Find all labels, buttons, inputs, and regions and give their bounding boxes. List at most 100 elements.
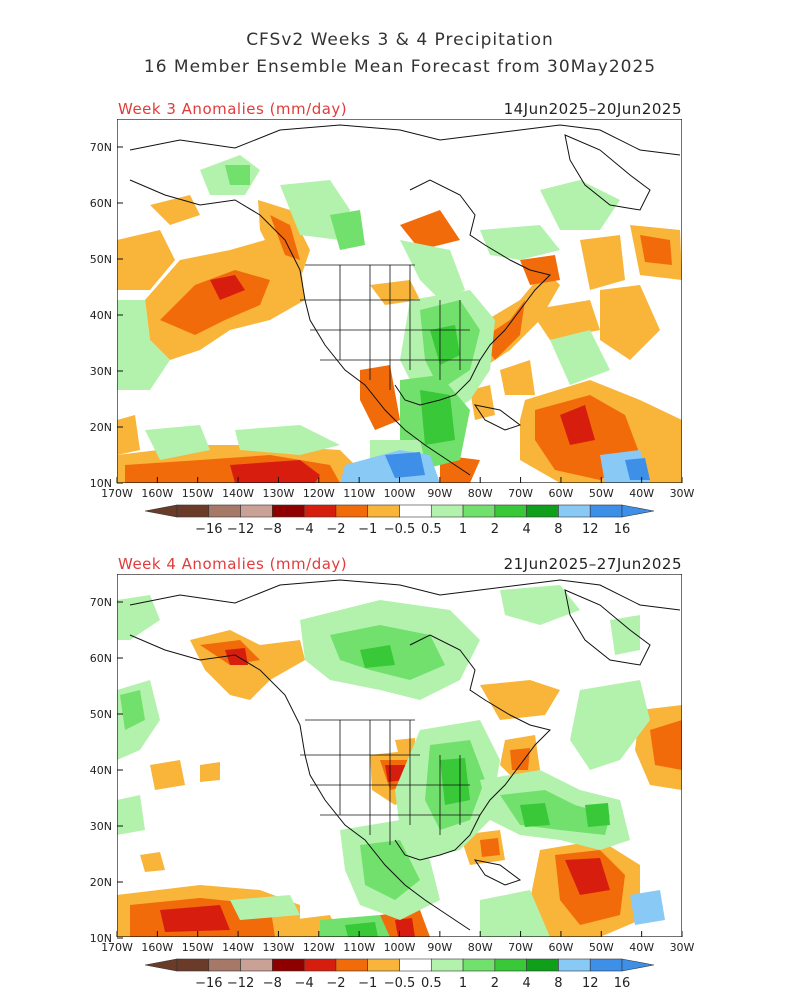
- colorbar-layer: −16 −12 −8 −4 −2 −1 −0.5 0.5 1 2 4 8 12 16−16 −12 −8 −4−…: [144, 504, 655, 991]
- week3-lon-label: 30W: [670, 487, 695, 500]
- week3-colorbar-label: 0.5: [421, 522, 442, 537]
- week4-colorbar-swatch: [240, 958, 273, 972]
- week3-lon-label: 130W: [262, 487, 294, 500]
- week3-colorbar-swatch: [430, 504, 464, 518]
- week3-colorbar-swatch: [558, 504, 591, 518]
- week3-lon-label: 90W: [427, 487, 452, 500]
- week4-colorbar-label: 8: [554, 976, 562, 991]
- week4-colorbar-swatch: [430, 958, 464, 972]
- week3-colorbar-swatch: [367, 504, 400, 518]
- week4-lon-label: 50W: [589, 941, 614, 954]
- week4-colorbar-label: −12: [227, 976, 254, 991]
- week4-colorbar-label: −4: [295, 976, 314, 991]
- week3-colorbar-swatch: [272, 504, 305, 518]
- week3-colorbar-right-arrow: [621, 504, 655, 518]
- week3-colorbar-swatch: [494, 504, 527, 518]
- week4-colorbar-swatch: [462, 958, 496, 972]
- week4-colorbar-swatch: [335, 958, 369, 972]
- week3-very-wet: [340, 450, 650, 483]
- week3-colorbar-swatch: [526, 504, 559, 518]
- week3-colorbar-label: 8: [554, 522, 562, 537]
- week4-lon-label: 90W: [427, 941, 452, 954]
- week4-colorbar-label: 1: [459, 976, 467, 991]
- week4-lon-label: 70W: [508, 941, 533, 954]
- week3-wet-anomalies: [117, 155, 620, 483]
- week3-lon-label: 140W: [222, 487, 254, 500]
- week3-dry-anomalies: [117, 195, 682, 483]
- week4-lon-label: 110W: [343, 941, 375, 954]
- week4-colorbar-label: −16: [195, 976, 222, 991]
- week4-very-wet: [630, 890, 665, 925]
- week4-lat-label: 30N: [90, 820, 112, 833]
- week3-lon-label: 60W: [548, 487, 573, 500]
- week4-lat-label: 40N: [90, 764, 112, 777]
- week3-colorbar-label: −0.5: [384, 522, 416, 537]
- week3-colorbar-label: −8: [263, 522, 282, 537]
- week4-lon-label: 120W: [303, 941, 335, 954]
- week3-map: [117, 119, 682, 483]
- week3-colorbar-label: 2: [491, 522, 499, 537]
- week3-lon-label: 120W: [303, 487, 335, 500]
- week3-lat-label: 40N: [90, 309, 112, 322]
- week4-colorbar-label: 16: [614, 976, 631, 991]
- week3-colorbar-swatch: [176, 504, 210, 518]
- week4-lat-label: 20N: [90, 876, 112, 889]
- week3-colorbar-label: 16: [614, 522, 631, 537]
- week3-colorbar-label: −2: [326, 522, 345, 537]
- week4-lat-label: 10N: [90, 932, 112, 945]
- week3-lon-label: 170W: [101, 487, 133, 500]
- week4-colorbar-label: −8: [263, 976, 282, 991]
- week4-colorbar-swatch: [208, 958, 241, 972]
- week3-lat-label: 70N: [90, 141, 112, 154]
- week4-colorbar-swatch: [303, 958, 337, 972]
- week3-colorbar-label: 12: [582, 522, 599, 537]
- week4-date-range: 21Jun2025–27Jun2025: [503, 555, 682, 573]
- week4-lon-label: 130W: [262, 941, 294, 954]
- week4-lat-label: 70N: [90, 596, 112, 609]
- week3-colorbar-swatch: [335, 504, 369, 518]
- week4-lon-label: 30W: [670, 941, 695, 954]
- week4-colorbar-label: 0.5: [421, 976, 442, 991]
- week4-lon-label: 160W: [141, 941, 173, 954]
- week3-colorbar-swatch: [303, 504, 337, 518]
- week4-lon-label: 100W: [384, 941, 416, 954]
- week3-lon-label: 100W: [384, 487, 416, 500]
- week4-state-lines: [300, 719, 480, 845]
- week3-lat-label: 30N: [90, 365, 112, 378]
- week3-colorbar-label: −16: [195, 522, 222, 537]
- week4-colorbar-swatch: [494, 958, 527, 972]
- week4-lon-label: 60W: [548, 941, 573, 954]
- week3-colorbar: −16 −12 −8 −4 −2 −1 −0.5 0.5 1 2 4 8 12 16: [144, 504, 655, 537]
- week3-lon-label: 70W: [508, 487, 533, 500]
- week3-date-range: 14Jun2025–20Jun2025: [503, 100, 682, 118]
- week4-lat-label: 50N: [90, 708, 112, 721]
- week4-lat-label: 60N: [90, 652, 112, 665]
- week3-lon-label: 50W: [589, 487, 614, 500]
- chart-title: CFSv2 Weeks 3 & 4 Precipitation: [246, 30, 554, 50]
- chart-subtitle: 16 Member Ensemble Mean Forecast from 30…: [143, 57, 657, 77]
- week3-state-lines: [300, 264, 480, 390]
- week3-lat-label: 20N: [90, 421, 112, 434]
- week3-lon-label: 110W: [343, 487, 375, 500]
- week4-colorbar-right-arrow: [621, 958, 655, 972]
- week4-lon-label: 150W: [182, 941, 214, 954]
- week4-colorbar-swatch: [589, 958, 623, 972]
- week4-colorbar-swatch: [272, 958, 305, 972]
- week3-colorbar-label: −4: [295, 522, 314, 537]
- week3-lon-label: 150W: [182, 487, 214, 500]
- week3-colorbar-label: 1: [459, 522, 467, 537]
- week3-colorbar-label: −1: [358, 522, 377, 537]
- week3-colorbar-swatch: [208, 504, 241, 518]
- week4-colorbar-label: 12: [582, 976, 599, 991]
- week3-colorbar-left-arrow: [144, 504, 178, 518]
- week4-colorbar-label: −2: [326, 976, 345, 991]
- week4-colorbar-label: −0.5: [384, 976, 416, 991]
- week4-colorbar-swatch: [367, 958, 400, 972]
- week3-panel-label: Week 3 Anomalies (mm/day): [118, 100, 348, 118]
- week3-lat-label: 10N: [90, 477, 112, 490]
- week4-coastlines: [129, 579, 681, 931]
- week3-lat-label: 60N: [90, 197, 112, 210]
- week3-colorbar-swatch: [240, 504, 273, 518]
- week3-colorbar-label: 4: [523, 522, 531, 537]
